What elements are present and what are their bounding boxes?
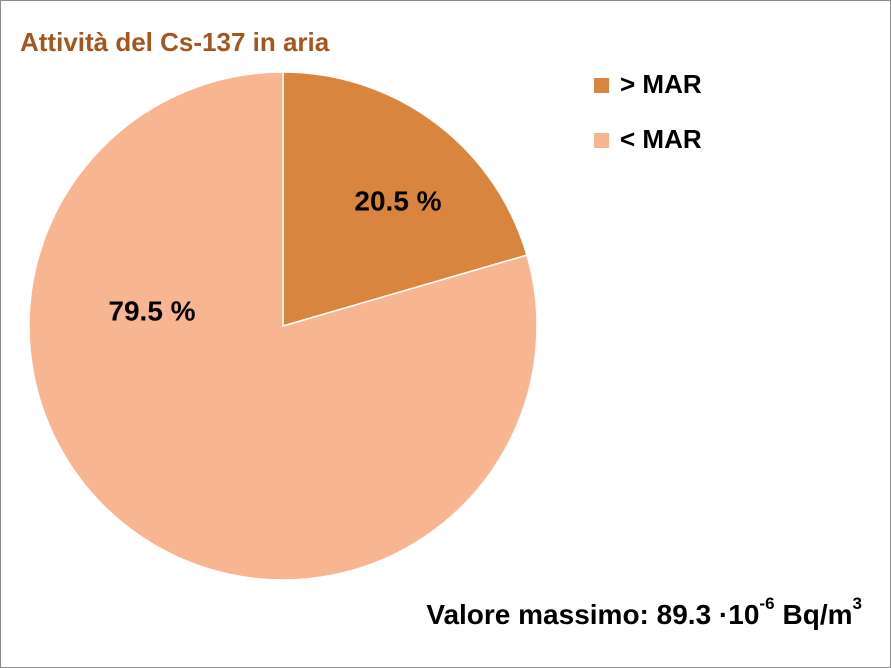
pie-slice bbox=[282, 71, 528, 327]
legend-label: > MAR bbox=[620, 69, 702, 99]
chart-title: Attività del Cs-137 in aria bbox=[20, 27, 330, 57]
annotation-unit-exponent: 3 bbox=[853, 594, 862, 613]
annotation-text: Valore massimo: 89.3 ·10 bbox=[426, 599, 759, 630]
annotation-exponent: -6 bbox=[759, 594, 774, 613]
legend-swatch bbox=[594, 133, 609, 148]
pie-slice bbox=[28, 71, 538, 581]
data-label: 20.5 % bbox=[354, 185, 441, 216]
annotation: Valore massimo: 89.3 ·10-6 Bq/m3 bbox=[426, 594, 862, 630]
annotation-unit: Bq/m bbox=[783, 599, 853, 630]
legend-swatch bbox=[594, 78, 609, 93]
legend-label: < MAR bbox=[620, 124, 702, 154]
data-label: 79.5 % bbox=[108, 295, 195, 326]
